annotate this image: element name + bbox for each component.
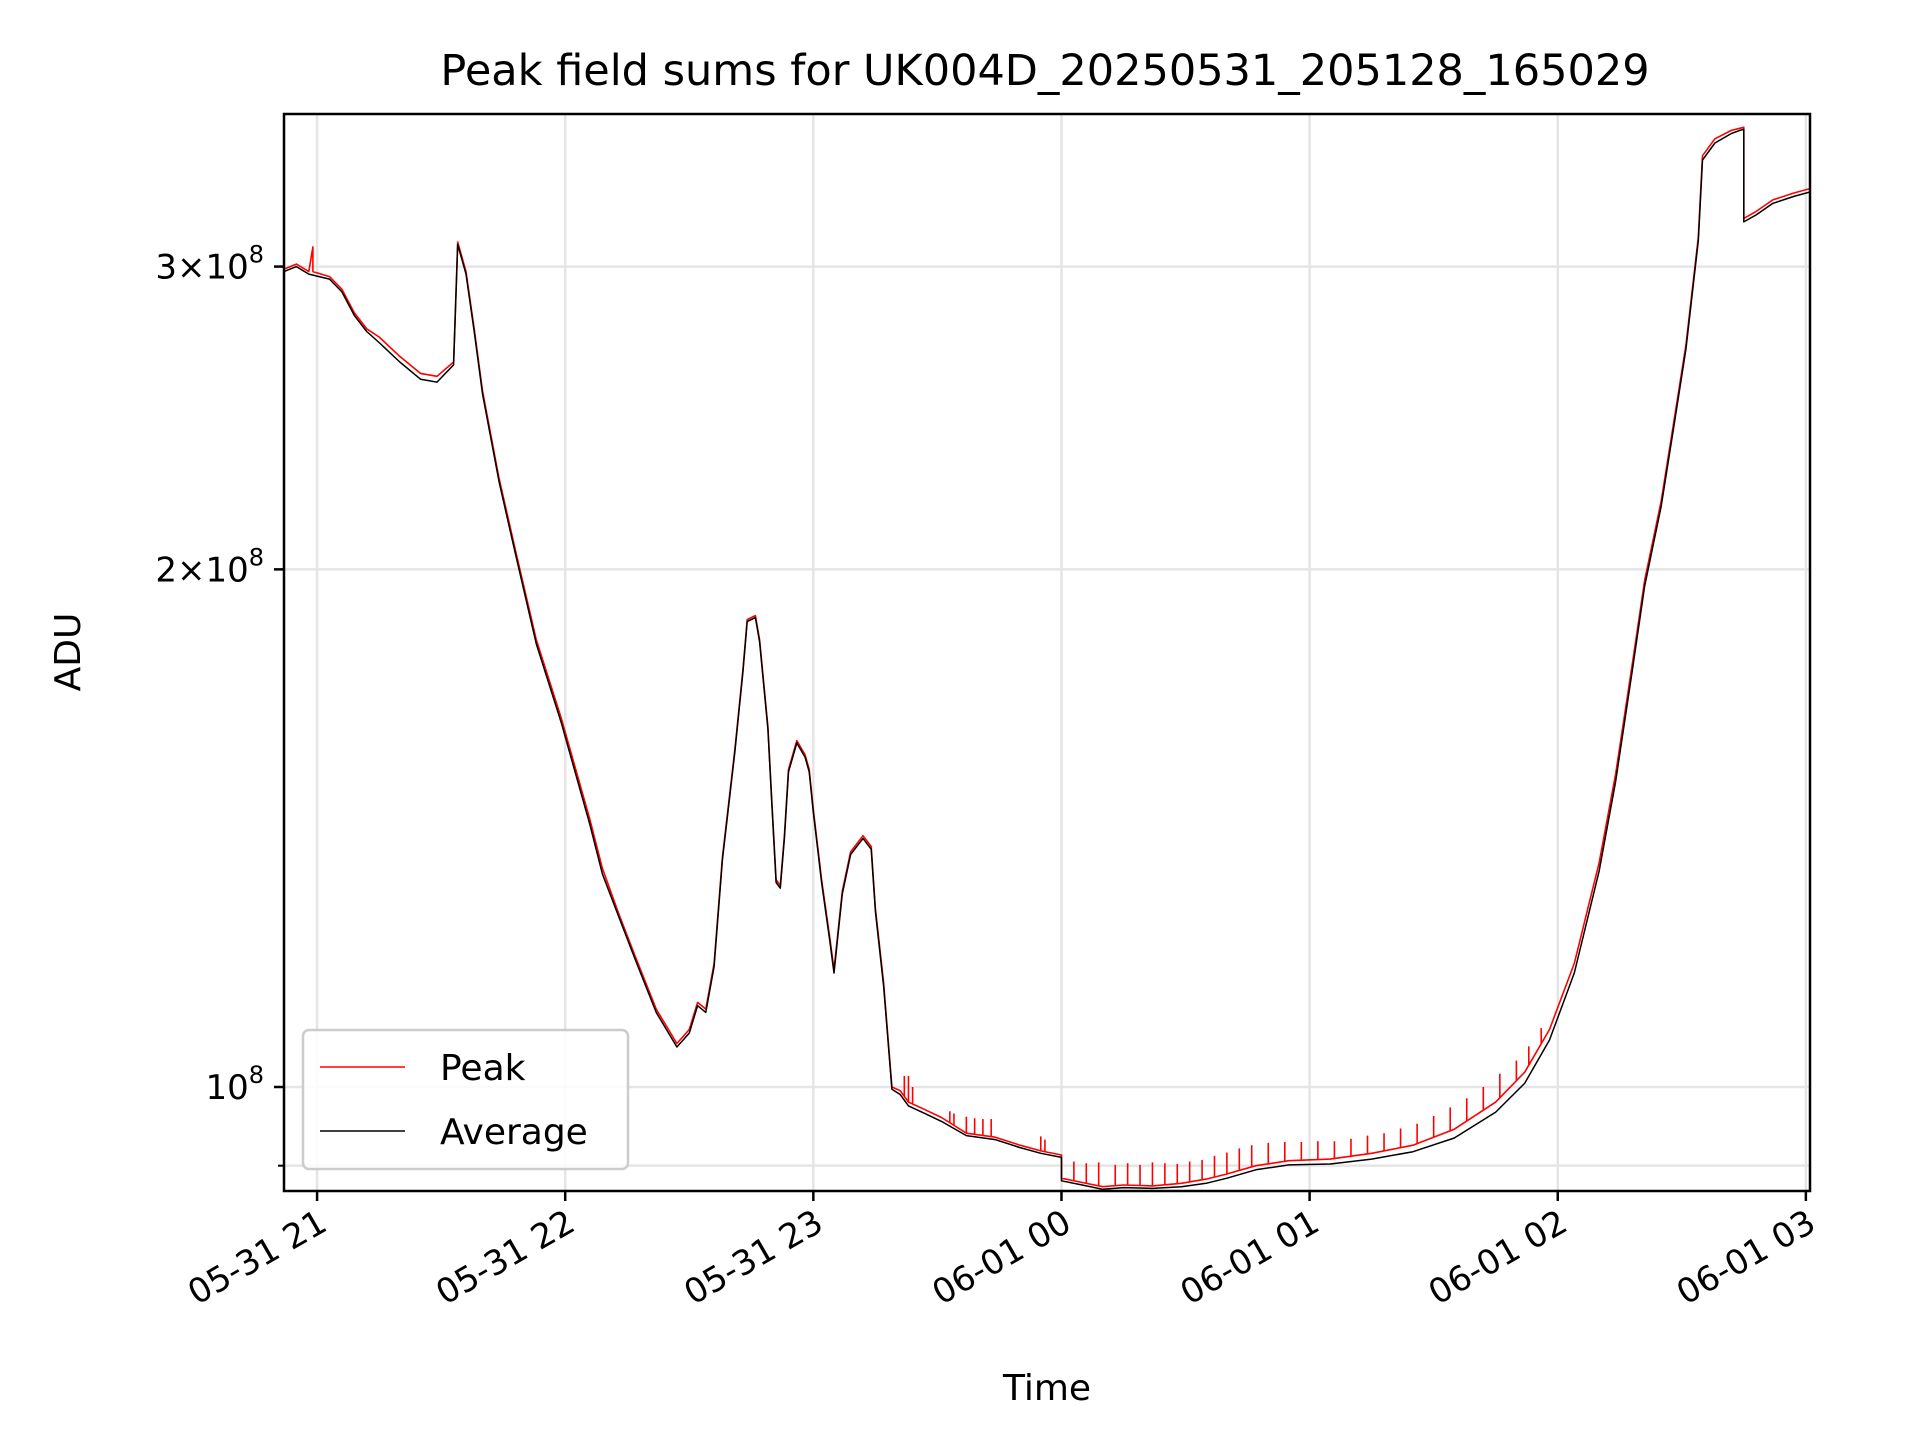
chart-title: Peak field sums for UK004D_20250531_2051… — [440, 46, 1649, 96]
legend: Peak Average — [301, 1028, 630, 1171]
series-layer — [284, 126, 1810, 1191]
legend-label-peak: Peak — [440, 1048, 526, 1089]
y-axis-label: ADU — [48, 613, 89, 692]
y-tick-label: 3×108 — [155, 241, 264, 288]
legend-box — [301, 1028, 630, 1171]
y-tick-label: 2×108 — [155, 543, 264, 590]
legend-label-average: Average — [440, 1112, 588, 1153]
x-axis-label: Time — [1002, 1368, 1091, 1409]
y-tick-label: 108 — [205, 1061, 264, 1108]
y-axis: 108 2×108 3×108 — [155, 241, 284, 1167]
plot-frame — [282, 112, 1812, 1193]
series-line-average — [284, 128, 1810, 1191]
